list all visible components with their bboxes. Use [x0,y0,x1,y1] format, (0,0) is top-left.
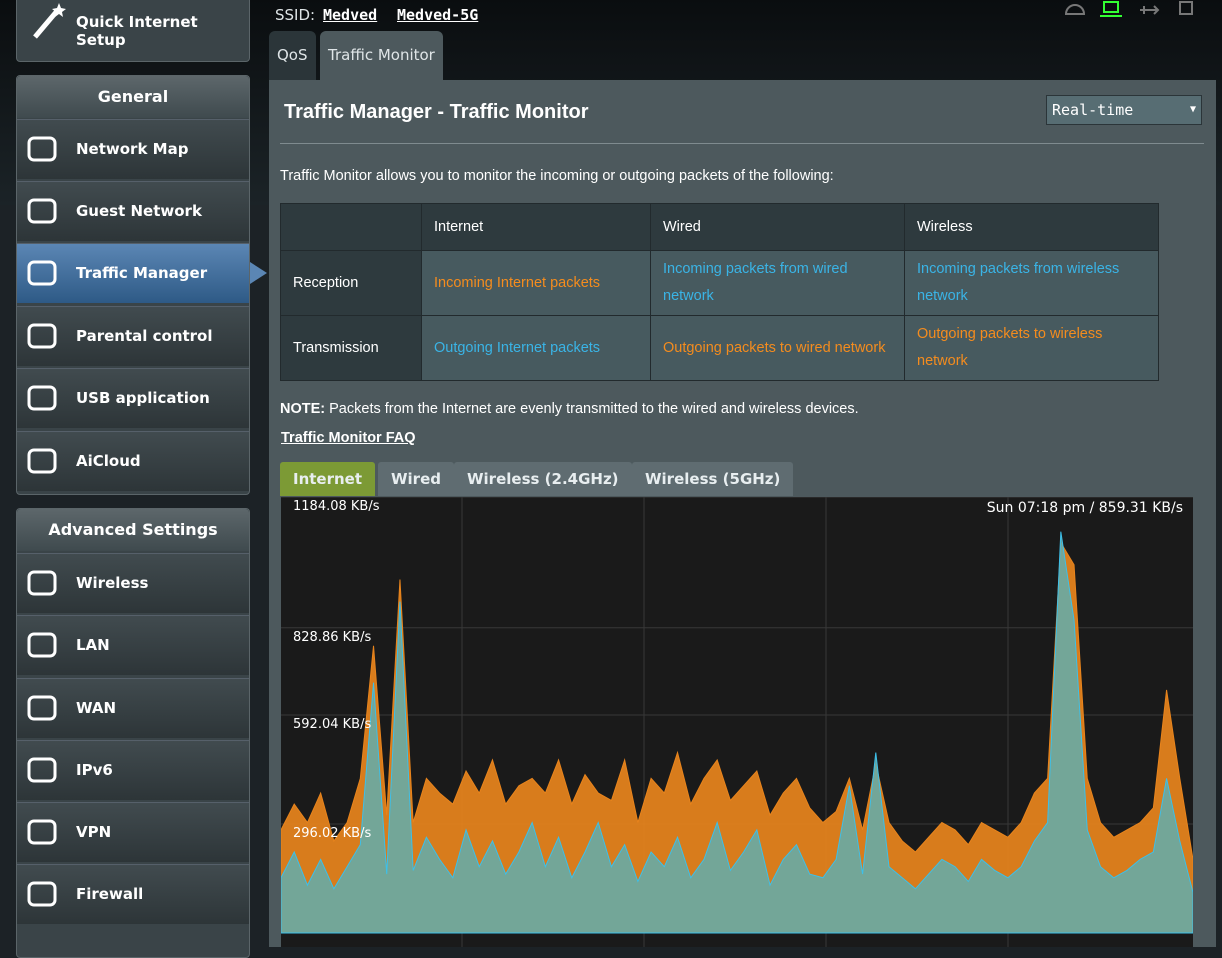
menu-label: AiCloud [76,452,141,470]
chart-tab-active[interactable]: Internet [280,462,375,496]
y-tick-label: 828.86 KB/s [293,630,371,645]
divider [280,143,1204,144]
general-title: General [17,76,249,118]
row-label: Reception [281,251,422,316]
menu-label: Firewall [76,885,143,903]
menu-item[interactable]: Parental control [17,306,249,366]
menu-label: Traffic Manager [76,264,207,282]
menu-icon [25,817,59,847]
menu-label: WAN [76,699,116,717]
cell: Outgoing packets to wired network [651,316,905,381]
note-text: Packets from the Internet are evenly tra… [329,401,859,417]
menu-item[interactable]: IPv6 [17,740,249,800]
chart-status: Sun 07:18 pm / 859.31 KB/s [987,500,1183,516]
menu-label: Network Map [76,140,188,158]
faq-link[interactable]: Traffic Monitor FAQ [281,430,416,446]
status-icons[interactable] [1060,0,1210,20]
y-tick-label: 1184.08 KB/s [293,499,380,514]
column-header: Wireless [905,204,1159,251]
menu-item[interactable]: Traffic Manager [17,243,249,303]
advanced-title: Advanced Settings [17,509,249,551]
menu-icon [25,630,59,660]
menu-label: Guest Network [76,202,202,220]
menu-icon [25,258,59,288]
cell: Incoming packets from wired network [651,251,905,316]
menu-item[interactable]: WAN [17,678,249,738]
wand-icon [27,1,67,41]
tab-active[interactable]: Traffic Monitor [320,31,443,80]
menu-label: LAN [76,636,110,654]
menu-item[interactable]: USB application [17,368,249,428]
chart-tab[interactable]: Wireless (2.4GHz) [454,462,632,496]
cell: Outgoing Internet packets [422,316,651,381]
menu-item[interactable]: VPN [17,802,249,862]
chart-tab[interactable]: Wireless (5GHz) [632,462,793,496]
menu-icon [25,879,59,909]
note: NOTE: Packets from the Internet are even… [280,401,859,417]
menu-item[interactable]: LAN [17,615,249,675]
note-label: NOTE: [280,401,325,417]
row-label: Transmission [281,316,422,381]
menu-icon [25,446,59,476]
menu-item[interactable]: Guest Network [17,181,249,241]
ssid-label: SSID: [275,6,315,24]
menu-label: VPN [76,823,111,841]
traffic-table: Internet Wired Wireless Reception Incomi… [280,203,1159,381]
tab[interactable]: QoS [269,31,316,80]
ssid-link[interactable]: Medved [323,6,377,24]
cell: Incoming packets from wireless network [905,251,1159,316]
ssid-link[interactable]: Medved-5G [397,6,478,24]
column-header: Internet [422,204,651,251]
menu-item[interactable]: Wireless [17,553,249,613]
menu-icon [25,196,59,226]
column-header: Wired [651,204,905,251]
intro-text: Traffic Monitor allows you to monitor th… [280,168,834,184]
menu-label: Parental control [76,327,213,345]
menu-label: USB application [76,389,210,407]
menu-icon [25,693,59,723]
menu-label: Wireless [76,574,148,592]
traffic-chart: 296.02 KB/s 592.04 KB/s 828.86 KB/s 1184.08… [281,497,1193,947]
menu-icon [25,755,59,785]
active-arrow [250,262,267,284]
quick-setup[interactable]: Quick Internet Setup [16,0,250,62]
menu-icon [25,383,59,413]
period-select-value: Real-time [1052,101,1133,119]
menu-label: IPv6 [76,761,113,779]
menu-item[interactable]: Network Map [17,119,249,179]
traffic-area [281,532,1193,933]
cell: Outgoing packets to wireless network [905,316,1159,381]
chart-tab[interactable]: Wired [378,462,454,496]
menu-item[interactable]: AiCloud [17,431,249,491]
menu-icon [25,134,59,164]
quick-setup-label: Quick Internet Setup [76,13,249,49]
panel-title: Traffic Manager - Traffic Monitor [284,101,588,124]
menu-icon [25,568,59,598]
period-select[interactable]: Real-time▼ [1046,95,1202,125]
corner-cell [281,204,422,251]
y-tick-label: 592.04 KB/s [293,717,371,732]
menu-item[interactable]: Firewall [17,864,249,924]
cell: Incoming Internet packets [422,251,651,316]
menu-icon [25,321,59,351]
y-tick-label: 296.02 KB/s [293,826,371,841]
